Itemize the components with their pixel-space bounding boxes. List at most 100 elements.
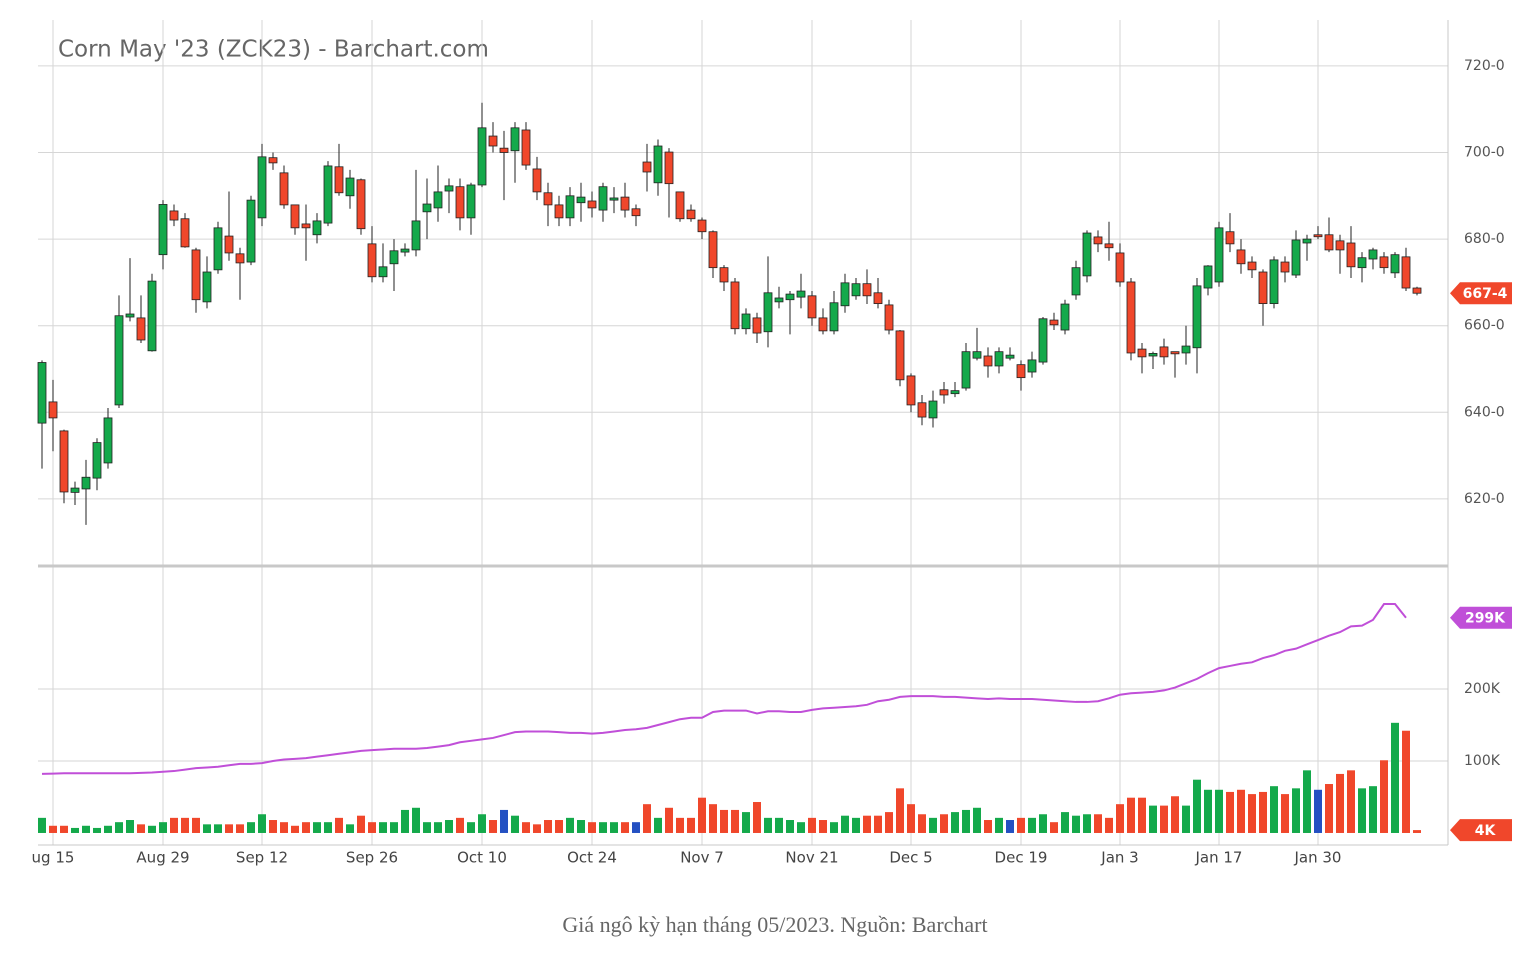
candle-body <box>81 476 91 490</box>
candle-body <box>752 317 762 334</box>
volume-bar <box>1369 786 1377 833</box>
volume-bar <box>38 817 46 833</box>
x-tick-label: Dec 5 <box>889 849 932 867</box>
volume-bar <box>863 815 871 833</box>
candle-body <box>224 235 234 254</box>
x-tick-label: Dec 19 <box>995 849 1048 867</box>
candle-body <box>1379 256 1389 269</box>
volume-bar <box>1160 805 1168 833</box>
candle-body <box>1302 238 1312 244</box>
volume-bar <box>423 822 431 833</box>
y-tick-label: 660-0 <box>1464 318 1505 334</box>
volume-bar <box>346 824 354 833</box>
candle-body <box>1401 256 1411 289</box>
volume-bar <box>456 817 464 833</box>
candle-body <box>1181 345 1191 354</box>
candle-body <box>488 135 498 147</box>
candle-body <box>1357 257 1367 269</box>
x-tick-label: Nov 21 <box>785 849 838 867</box>
candle-body <box>818 317 828 332</box>
price-tag: 667-4 <box>1463 286 1508 302</box>
volume-bar <box>1325 784 1333 833</box>
y-tick-label: 620-0 <box>1464 491 1505 507</box>
candle-body <box>994 351 1004 367</box>
candle-body <box>1247 261 1257 271</box>
volume-bar <box>159 822 167 833</box>
volume-bar <box>379 822 387 833</box>
volume-bar <box>478 814 486 833</box>
candle-body <box>510 127 520 152</box>
candle-body <box>1258 271 1268 305</box>
candle-body <box>884 304 894 331</box>
volume-bar <box>643 804 651 833</box>
candle-body <box>565 195 575 219</box>
volume-bar <box>126 820 134 833</box>
candle-body <box>499 147 509 153</box>
candle-body <box>763 292 773 333</box>
candle-body <box>686 209 696 220</box>
candle-body <box>312 220 322 236</box>
volume-tag-shape <box>1450 819 1512 842</box>
volume-bar <box>1248 794 1256 833</box>
candle-body <box>950 390 960 395</box>
candle-body <box>1005 354 1015 359</box>
candle-body <box>895 330 905 381</box>
candle-body <box>1324 234 1334 251</box>
x-tick-label: Jan 30 <box>1294 849 1342 867</box>
candle-body <box>1368 249 1378 260</box>
volume-bar <box>522 822 530 833</box>
volume-bar <box>1171 796 1179 833</box>
volume-bar <box>1281 794 1289 833</box>
volume-bar <box>731 809 739 833</box>
volume-bar <box>544 820 552 833</box>
candle-body <box>1412 287 1422 294</box>
candle-body <box>785 293 795 301</box>
volume-bar <box>412 807 420 833</box>
candle-body <box>1236 249 1246 265</box>
candle-body <box>1313 234 1323 238</box>
volume-bar <box>368 822 376 833</box>
candle-body <box>367 243 377 278</box>
candle-body <box>961 351 971 389</box>
volume-bar <box>390 822 398 833</box>
volume-bar <box>170 817 178 833</box>
x-tick-label: Sep 26 <box>346 849 398 867</box>
candle-body <box>92 442 102 479</box>
candle-body <box>1280 261 1290 273</box>
x-tick-label: Jan 3 <box>1100 849 1138 867</box>
volume-bar <box>324 822 332 833</box>
x-tick-label: ug 15 <box>32 849 75 867</box>
candle-body <box>48 401 58 419</box>
volume-bar <box>500 809 508 833</box>
candle-body <box>1137 348 1147 358</box>
candle-body <box>862 283 872 297</box>
candle-body <box>675 191 685 220</box>
candle-body <box>1291 239 1301 276</box>
volume-bar <box>885 812 893 833</box>
volume-bar <box>1028 817 1036 833</box>
volume-bar <box>1402 730 1410 833</box>
candle-body <box>873 292 883 305</box>
candle-body <box>136 317 146 341</box>
candle-body <box>158 204 168 256</box>
volume-bar <box>577 820 585 833</box>
volume-bar <box>203 824 211 833</box>
candle-body <box>1027 359 1037 373</box>
candle-body <box>147 280 157 352</box>
volume-bar <box>753 802 761 833</box>
candle-body <box>1346 242 1356 268</box>
candle-body <box>334 166 344 194</box>
candle-body <box>279 172 289 206</box>
candle-body <box>983 355 993 367</box>
volume-bar <box>1149 805 1157 833</box>
candle-body <box>642 161 652 173</box>
candle-body <box>554 204 564 219</box>
candle-body <box>1049 319 1059 326</box>
volume-bar <box>1105 817 1113 833</box>
volume-bar <box>1083 814 1091 833</box>
volume-tag: 4K <box>1475 823 1497 839</box>
volume-bar <box>269 820 277 833</box>
candle-body <box>620 196 630 211</box>
volume-bar <box>1226 791 1234 833</box>
open-interest-line <box>41 603 1407 775</box>
